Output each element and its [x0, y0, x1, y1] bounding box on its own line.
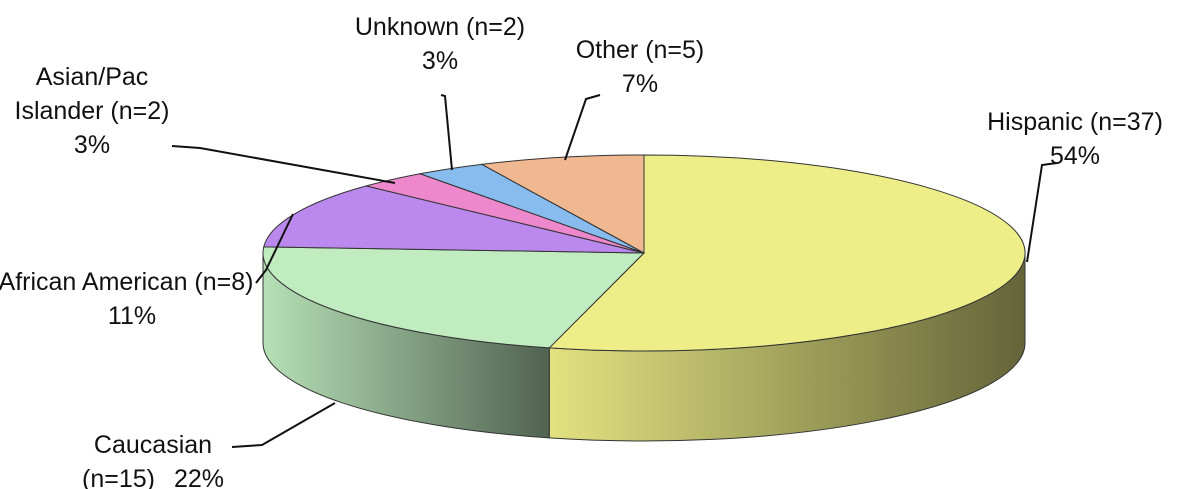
slice-label: Caucasian (n=15) 22%	[62, 428, 244, 489]
category-label: Unknown (n=2)	[354, 13, 526, 41]
value-label: 54%	[1049, 142, 1101, 170]
slice-label: Asian/Pac Islander (n=2) 3%	[0, 60, 187, 162]
value-label: 22%	[173, 465, 224, 489]
slice-label: Hispanic (n=37) 54%	[940, 105, 1199, 173]
slice-label: Other (n=5) 7%	[540, 33, 740, 101]
slice	[480, 154, 645, 254]
slice-label: African American (n=8) 11%	[0, 265, 257, 333]
slice	[548, 154, 1026, 352]
value-label: 7%	[621, 70, 659, 98]
category-label: Hispanic (n=37)	[987, 108, 1163, 136]
category-label: Asian/Pac Islander (n=2)	[14, 63, 170, 125]
slice-label: Unknown (n=2) 3%	[310, 10, 570, 78]
category-label: Caucasian (n=15)	[82, 431, 213, 489]
category-label: Other (n=5)	[575, 36, 705, 64]
leader-line	[564, 94, 601, 161]
leader-line	[171, 145, 396, 184]
slice	[263, 185, 645, 254]
leader-line	[440, 94, 453, 171]
value-label: 11%	[107, 302, 157, 330]
category-label: African American (n=8)	[0, 268, 254, 296]
leader-line	[1026, 162, 1058, 263]
value-label: 3%	[421, 47, 459, 75]
leader-line	[255, 213, 294, 284]
slice	[262, 246, 646, 349]
value-label: 3%	[73, 131, 111, 159]
leader-line	[231, 402, 336, 448]
